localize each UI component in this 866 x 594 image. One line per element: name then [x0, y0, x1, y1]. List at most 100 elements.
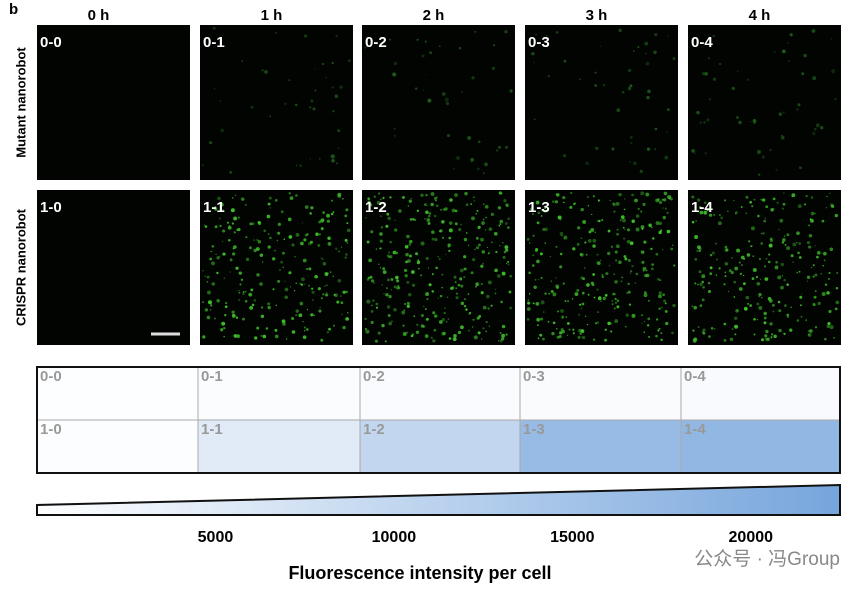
fluorescence-spot — [491, 66, 495, 70]
fluorescence-spot — [484, 229, 487, 231]
fluorescence-spot — [672, 57, 676, 61]
fluorescence-spot — [702, 328, 706, 332]
fluorescence-spot — [320, 338, 324, 342]
fluorescence-spot — [433, 214, 437, 218]
fluorescence-spot — [274, 328, 278, 332]
fluorescence-spot — [646, 269, 648, 272]
fluorescence-spot — [631, 264, 634, 268]
fluorescence-spot — [440, 209, 442, 211]
fluorescence-spot — [345, 253, 348, 256]
fluorescence-spot — [756, 318, 759, 321]
row-label: Mutant nanorobot — [13, 47, 28, 158]
fluorescence-spot — [792, 242, 797, 247]
fluorescence-spot — [373, 195, 377, 198]
fluorescence-spot — [824, 283, 828, 286]
fluorescence-spot — [697, 245, 701, 250]
fluorescence-spot — [448, 236, 452, 240]
fluorescence-spot — [276, 239, 279, 242]
fluorescence-spot — [439, 294, 443, 298]
fluorescence-spot — [798, 256, 802, 259]
fluorescence-spot — [734, 333, 737, 336]
fluorescence-spot — [673, 264, 676, 267]
fluorescence-spot — [659, 279, 661, 281]
fluorescence-spot — [346, 222, 349, 225]
fluorescence-spot — [552, 321, 556, 325]
fluorescence-spot — [749, 200, 752, 204]
fluorescence-spot — [430, 192, 435, 196]
fluorescence-spot — [403, 309, 406, 312]
fluorescence-spot — [424, 218, 426, 220]
fluorescence-spot — [549, 255, 552, 258]
fluorescence-spot — [633, 50, 635, 52]
fluorescence-spot — [789, 328, 793, 332]
fluorescence-spot — [382, 267, 386, 271]
fluorescence-spot — [206, 315, 211, 320]
fluorescence-spot — [454, 193, 459, 198]
fluorescence-spot — [752, 118, 757, 123]
fluorescence-spot — [302, 335, 307, 340]
fluorescence-spot — [503, 250, 507, 254]
fluorescence-spot — [629, 84, 633, 88]
fluorescence-spot — [777, 275, 782, 280]
fluorescence-spot — [778, 228, 780, 231]
fluorescence-spot — [267, 202, 271, 206]
fluorescence-spot — [761, 296, 763, 299]
image-label: 0-3 — [528, 34, 550, 51]
fluorescence-spot — [694, 152, 696, 155]
fluorescence-spot — [622, 226, 625, 229]
fluorescence-spot — [735, 309, 739, 313]
fluorescence-spot — [392, 250, 397, 255]
fluorescence-spot — [504, 145, 509, 149]
fluorescence-spot — [303, 238, 307, 242]
fluorescence-spot — [775, 168, 778, 171]
fluorescence-spot — [666, 229, 671, 234]
column-header: 4 h — [749, 7, 771, 24]
fluorescence-spot — [708, 213, 713, 217]
fluorescence-spot — [260, 314, 265, 319]
fluorescence-spot — [745, 295, 750, 300]
fluorescence-spot — [415, 330, 420, 335]
fluorescence-spot — [610, 330, 613, 333]
fluorescence-spot — [434, 314, 438, 318]
fluorescence-spot — [608, 265, 610, 267]
fluorescence-spot — [339, 85, 343, 89]
fluorescence-spot — [782, 238, 786, 242]
fluorescence-spot — [834, 307, 838, 311]
fluorescence-spot — [582, 219, 587, 224]
fluorescence-spot — [473, 200, 475, 202]
fluorescence-spot — [299, 301, 304, 306]
fluorescence-spot — [810, 211, 815, 216]
fluorescence-spot — [558, 335, 562, 339]
fluorescence-spot — [643, 293, 648, 298]
fluorescence-spot — [284, 102, 287, 106]
fluorescence-spot — [720, 216, 724, 220]
fluorescence-spot — [731, 257, 733, 259]
fluorescence-spot — [644, 41, 649, 46]
fluorescence-spot — [581, 291, 585, 295]
fluorescence-spot — [499, 223, 502, 226]
fluorescence-spot — [474, 30, 477, 33]
fluorescence-spot — [449, 221, 453, 225]
fluorescence-spot — [267, 305, 271, 310]
fluorescence-spot — [502, 255, 506, 259]
fluorescence-spot — [370, 320, 374, 325]
fluorescence-spot — [526, 237, 530, 241]
fluorescence-spot — [834, 213, 839, 218]
fluorescence-spot — [629, 160, 631, 163]
fluorescence-spot — [498, 340, 500, 342]
fluorescence-spot — [504, 222, 508, 225]
fluorescence-spot — [590, 228, 595, 232]
fluorescence-spot — [830, 37, 833, 40]
fluorescence-spot — [475, 236, 479, 240]
fluorescence-spot — [535, 200, 540, 205]
fluorescence-spot — [761, 155, 765, 159]
fluorescence-spot — [475, 213, 477, 215]
fluorescence-spot — [734, 266, 739, 271]
column-header: 1 h — [261, 7, 283, 24]
fluorescence-spot — [599, 45, 602, 47]
fluorescence-spot — [821, 252, 823, 254]
fluorescence-spot — [828, 309, 832, 314]
fluorescence-spot — [765, 329, 769, 334]
fluorescence-spot — [346, 228, 351, 233]
fluorescence-spot — [318, 309, 322, 313]
